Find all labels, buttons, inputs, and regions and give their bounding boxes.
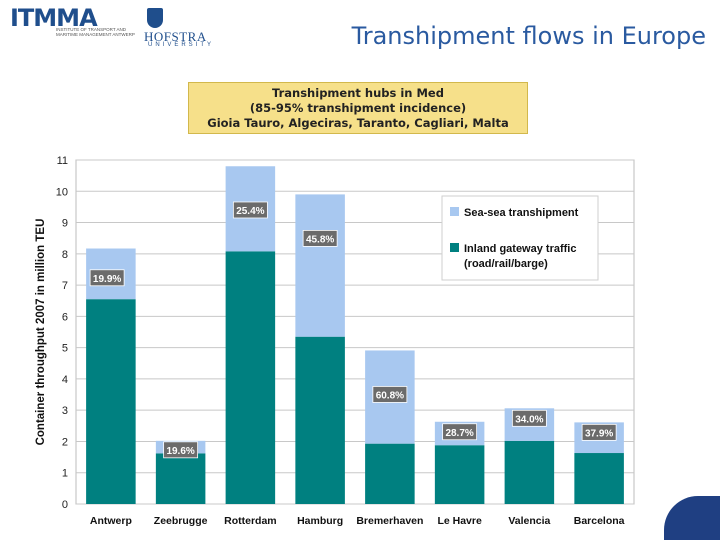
hub-box-line-1: Transhipment hubs in Med bbox=[272, 86, 444, 100]
y-tick-label: 7 bbox=[62, 280, 68, 292]
x-tick-label: Bremerhaven bbox=[356, 515, 423, 527]
bar-inland-antwerp bbox=[86, 299, 136, 504]
bar-pct-label: 19.9% bbox=[93, 274, 121, 285]
bar-pct-label: 34.0% bbox=[515, 414, 543, 425]
bar-inland-rotterdam bbox=[225, 251, 276, 504]
logo-area: ITMMA INSTITUTE OF TRANSPORT AND MARITIM… bbox=[6, 4, 226, 50]
bar-pct-box bbox=[232, 201, 268, 219]
itmma-logo-subtitle: INSTITUTE OF TRANSPORT AND MARITIME MANA… bbox=[56, 27, 135, 37]
x-tick-label: Antwerp bbox=[90, 515, 132, 527]
x-tick-label: Valencia bbox=[508, 515, 550, 527]
y-tick-label: 11 bbox=[57, 155, 68, 167]
legend-swatch-inland bbox=[450, 243, 459, 252]
y-tick-label: 2 bbox=[62, 436, 68, 448]
bar-pct-label: 28.7% bbox=[445, 428, 473, 439]
y-tick-label: 1 bbox=[62, 468, 68, 480]
bar-pct-box bbox=[163, 441, 199, 459]
bar-pct-label: 45.8% bbox=[306, 234, 334, 245]
y-tick-label: 6 bbox=[62, 311, 68, 323]
bar-inland-barcelona bbox=[574, 453, 624, 504]
bar-pct-box bbox=[89, 269, 125, 287]
y-tick-label: 10 bbox=[56, 186, 68, 198]
bar-pct-label: 25.4% bbox=[236, 206, 264, 217]
x-tick-label: Barcelona bbox=[574, 515, 625, 527]
legend-box bbox=[441, 195, 599, 281]
bar-pct-box bbox=[581, 423, 617, 441]
bar-pct-box bbox=[511, 409, 547, 427]
bar-pct-box bbox=[442, 423, 478, 441]
y-tick-label: 9 bbox=[62, 218, 68, 230]
bar-inland-zeebrugge bbox=[155, 453, 206, 504]
hub-box-line-3: Gioia Tauro, Algeciras, Taranto, Cagliar… bbox=[207, 116, 509, 130]
y-tick-label: 8 bbox=[62, 249, 68, 261]
bar-chart: 0 1 2 3 4 5 6 7 8 9 10 11 Container throughput 2007 … bbox=[35, 155, 635, 527]
bar-inland-valencia bbox=[504, 440, 555, 504]
y-tick-label: 4 bbox=[62, 374, 68, 386]
x-tick-label: Rotterdam bbox=[224, 515, 277, 527]
x-tick-label: Hamburg bbox=[297, 515, 343, 527]
bar-inland-bremerhaven bbox=[365, 443, 415, 504]
y-tick-label: 3 bbox=[62, 405, 68, 417]
hofstra-shield-icon bbox=[147, 8, 163, 28]
slide-title: Transhipment flows in Europe bbox=[351, 22, 706, 50]
legend-label-sea: Sea-sea transhipment bbox=[464, 207, 579, 219]
y-tick-label: 5 bbox=[62, 343, 68, 355]
hub-info-box: Transhipment hubs in Med (85-95% transhi… bbox=[188, 82, 528, 134]
bar-pct-label: 19.6% bbox=[166, 446, 194, 457]
bar-pct-label: 37.9% bbox=[585, 428, 613, 439]
y-tick-label: 0 bbox=[62, 499, 68, 511]
legend-swatch-sea bbox=[450, 207, 459, 216]
legend-label-inland-sub: (road/rail/barge) bbox=[464, 258, 548, 270]
hofstra-logo: HOFSTRA bbox=[144, 29, 207, 44]
bar-inland-le-havre bbox=[434, 445, 485, 504]
bar-pct-box bbox=[302, 230, 338, 247]
bar-inland-hamburg bbox=[295, 336, 345, 504]
bar-pct-box bbox=[372, 386, 408, 403]
bar-pct-label: 60.8% bbox=[376, 390, 404, 401]
bar-sea-hamburg bbox=[295, 194, 345, 337]
hofstra-logo-subtitle: UNIVERSITY bbox=[148, 42, 215, 48]
legend-label-inland: Inland gateway traffic bbox=[464, 243, 576, 255]
hub-box-line-2: (85-95% transhipment incidence) bbox=[249, 101, 467, 115]
y-axis-label: Container throughput 2007 in million TEU bbox=[35, 219, 47, 446]
x-tick-label: Le Havre bbox=[437, 515, 482, 527]
x-tick-label: Zeebrugge bbox=[154, 515, 208, 527]
itmma-logo: ITMMA bbox=[10, 4, 98, 32]
